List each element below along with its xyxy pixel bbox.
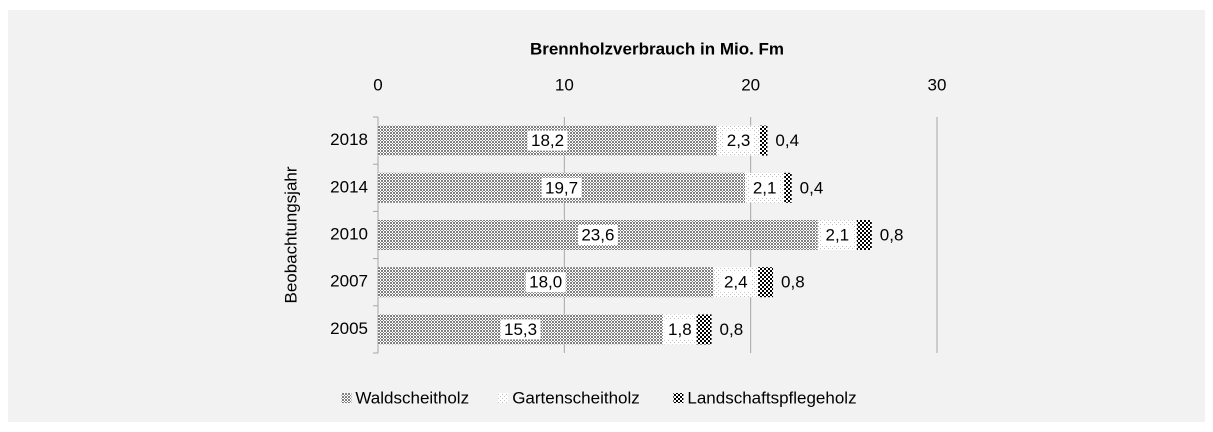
x-tick-label: 0 — [373, 75, 382, 94]
y-axis-label: Beobachtungsjahr — [281, 166, 300, 303]
y-tick-label: 2014 — [330, 177, 368, 196]
legend-label: Waldscheitholz — [355, 388, 469, 407]
data-label: 0,4 — [775, 131, 799, 150]
y-tick-label: 2018 — [330, 130, 368, 149]
bar-segment — [759, 125, 768, 156]
legend-swatch — [498, 393, 509, 403]
bar-segment — [784, 172, 792, 203]
data-label: 1,8 — [668, 320, 692, 339]
data-label: 15,3 — [504, 320, 537, 339]
data-label: 0,8 — [720, 320, 744, 339]
data-label: 0,8 — [880, 225, 904, 244]
data-label: 18,0 — [529, 273, 562, 292]
data-label: 0,4 — [800, 178, 824, 197]
label-background — [720, 272, 752, 293]
data-label: 2,4 — [724, 273, 748, 292]
x-tick-label: 10 — [555, 75, 574, 94]
label-background — [541, 177, 582, 198]
legend-swatch — [673, 393, 684, 403]
y-tick-label: 2010 — [330, 224, 368, 243]
x-tick-label: 20 — [741, 75, 760, 94]
label-background — [749, 177, 781, 198]
data-label: 18,2 — [531, 131, 564, 150]
data-label: 2,1 — [753, 178, 777, 197]
data-label: 23,6 — [581, 225, 614, 244]
data-label: 0,8 — [781, 273, 805, 292]
label-background — [525, 272, 566, 293]
y-tick-label: 2007 — [330, 272, 368, 291]
legend-label: Landschaftspflegeholz — [687, 388, 856, 407]
data-label: 19,7 — [545, 178, 578, 197]
bar-segment — [758, 267, 774, 298]
data-label: 2,3 — [727, 131, 751, 150]
bar-segment — [696, 314, 712, 345]
label-background — [664, 319, 696, 340]
chart-background — [8, 10, 1205, 422]
label-background — [527, 130, 568, 151]
label-background — [821, 225, 853, 245]
data-label: 2,1 — [825, 225, 849, 244]
bar-segment — [856, 220, 872, 250]
y-tick-label: 2005 — [330, 319, 368, 338]
label-background — [577, 225, 618, 245]
legend-swatch — [341, 393, 352, 403]
label-background — [723, 130, 755, 151]
x-tick-label: 30 — [928, 75, 947, 94]
label-background — [500, 319, 541, 340]
legend-label: Gartenscheitholz — [512, 388, 640, 407]
chart-title: Brennholzverbrauch in Mio. Fm — [530, 39, 784, 58]
